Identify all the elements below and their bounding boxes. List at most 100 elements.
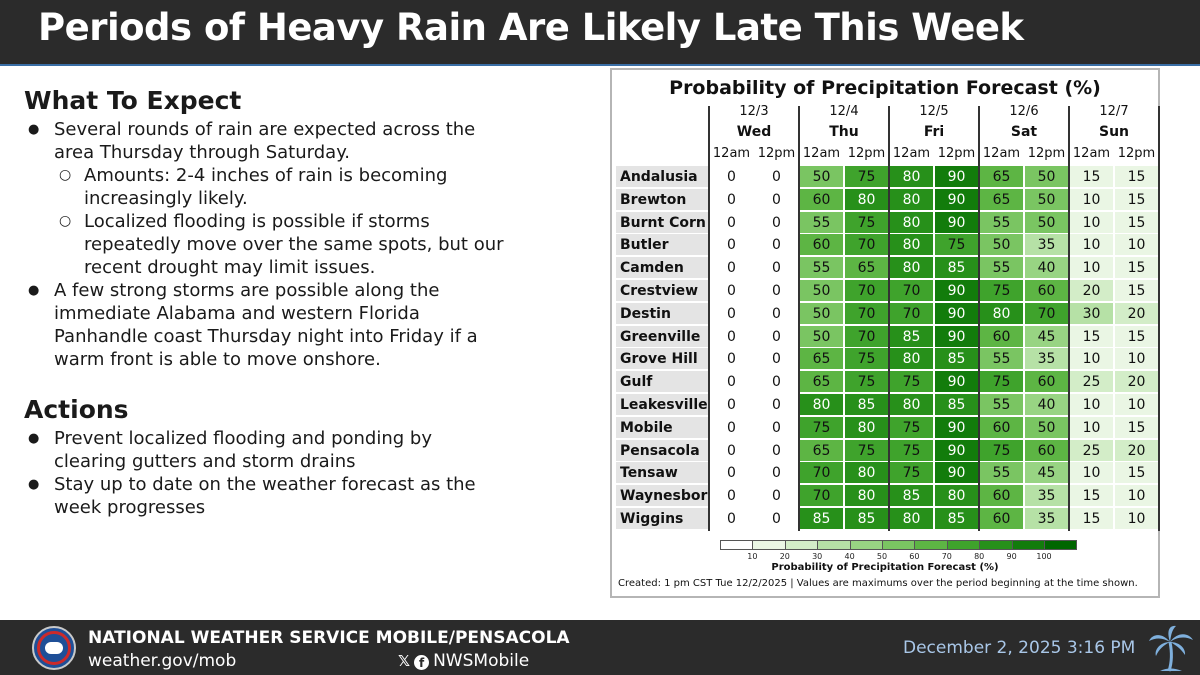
pop-cell: 10 (1070, 416, 1113, 438)
legend-tick-label: 10 (747, 552, 758, 561)
time-label-0-1: 12pm (757, 146, 796, 161)
pop-cell: 55 (980, 462, 1023, 484)
day-date-1: 12/4 (829, 104, 859, 119)
day-name-1: Thu (829, 124, 859, 140)
pop-cell: 0 (710, 439, 753, 461)
pop-cell: 85 (845, 394, 888, 415)
pop-cell: 65 (800, 371, 843, 393)
expect-list: Several rounds of rain are expected acro… (24, 118, 504, 371)
pop-cell: 10 (1115, 234, 1158, 256)
pop-cell: 15 (1115, 416, 1158, 438)
pop-cell: 60 (1025, 439, 1068, 461)
location-label: Gulf Shores (616, 371, 708, 412)
pop-cell: 80 (890, 348, 933, 370)
pop-cell: 85 (845, 508, 888, 529)
pop-cell: 80 (890, 211, 933, 233)
day-separator (1158, 106, 1160, 531)
legend-color-bar: 10 20 30 40 50 60 70 80 90 100 (612, 540, 1158, 562)
pop-cell: 80 (935, 485, 978, 507)
pop-cell: 90 (935, 439, 978, 461)
pop-cell: 0 (755, 462, 798, 484)
website-link[interactable]: weather.gov/mob (88, 651, 237, 671)
expect-sublist: Amounts: 2-4 inches of rain is becoming … (54, 164, 504, 279)
pop-cell: 85 (935, 257, 978, 279)
pop-cell: 25 (1070, 439, 1113, 461)
pop-cell: 85 (935, 394, 978, 415)
pop-cell: 70 (845, 280, 888, 301)
x-icon: 𝕏 (398, 652, 411, 670)
day-separator (708, 106, 710, 531)
pop-cell: 75 (935, 234, 978, 256)
pop-cell: 75 (890, 371, 933, 393)
pop-cell: 0 (755, 508, 798, 529)
pop-cell: 0 (755, 257, 798, 279)
pop-cell: 10 (1070, 394, 1113, 415)
pop-cell: 0 (710, 257, 753, 279)
header-bar: Periods of Heavy Rain Are Likely Late Th… (0, 0, 1200, 66)
location-label: Mobile (616, 416, 708, 438)
pop-cell: 65 (800, 439, 843, 461)
pop-cell: 70 (845, 302, 888, 324)
day-date-2: 12/5 (919, 104, 949, 119)
day-date-0: 12/3 (739, 104, 769, 119)
pop-cell: 90 (935, 211, 978, 233)
time-label-0-0: 12am (712, 146, 751, 161)
pop-cell: 20 (1070, 280, 1113, 301)
logo-ring (37, 631, 71, 665)
pop-cell: 0 (755, 394, 798, 415)
pop-cell: 0 (755, 211, 798, 233)
logo-cloud (45, 642, 63, 654)
pop-cell: 60 (980, 485, 1023, 507)
pop-cell: 80 (845, 416, 888, 438)
pop-cell: 80 (845, 462, 888, 484)
day-separator (888, 106, 890, 531)
pop-cell: 50 (980, 234, 1023, 256)
day-date-3: 12/6 (1009, 104, 1039, 119)
pop-cell: 75 (845, 348, 888, 370)
pop-cell: 0 (710, 211, 753, 233)
pop-cell: 20 (1115, 371, 1158, 393)
pop-cell: 70 (800, 485, 843, 507)
legend-tick-label: 60 (909, 552, 920, 561)
pop-cell: 85 (800, 508, 843, 529)
expect-bullet-2: A few strong storms are possible along t… (24, 279, 504, 371)
pop-cell: 0 (710, 280, 753, 301)
pop-cell: 80 (980, 302, 1023, 324)
pop-cell: 50 (1025, 416, 1068, 438)
pop-cell: 45 (1025, 462, 1068, 484)
pop-cell: 10 (1115, 508, 1158, 529)
pop-cell: 0 (710, 462, 753, 484)
pop-cell: 85 (890, 485, 933, 507)
location-label: Butler (616, 234, 708, 256)
social-handle-text: NWSMobile (433, 651, 530, 671)
pop-cell: 15 (1115, 257, 1158, 279)
pop-cell: 75 (845, 166, 888, 187)
pop-cell: 60 (980, 325, 1023, 347)
location-label: Camden (616, 257, 708, 279)
pop-cell: 50 (800, 302, 843, 324)
pop-cell: 0 (755, 234, 798, 256)
pop-cell: 15 (1115, 166, 1158, 187)
pop-cell: 80 (890, 257, 933, 279)
pop-cell: 0 (710, 325, 753, 347)
palm-tree-icon (1149, 625, 1193, 672)
pop-cell: 75 (890, 416, 933, 438)
what-to-expect-heading: What To Expect (24, 86, 242, 115)
location-label: Crestview (616, 280, 708, 301)
legend-swatch (914, 540, 948, 550)
pop-cell: 50 (1025, 188, 1068, 210)
pop-cell: 70 (890, 302, 933, 324)
pop-cell: 85 (935, 508, 978, 529)
location-label: Leakesville (616, 394, 708, 415)
pop-cell: 75 (800, 416, 843, 438)
pop-cell: 55 (980, 394, 1023, 415)
facebook-icon: f (414, 655, 430, 670)
pop-cell: 80 (845, 485, 888, 507)
pop-cell: 15 (1070, 508, 1113, 529)
location-label: Brewton (616, 188, 708, 210)
pop-cell: 30 (1070, 302, 1113, 324)
pop-cell: 75 (980, 439, 1023, 461)
pop-cell: 60 (980, 416, 1023, 438)
pop-cell: 10 (1070, 211, 1113, 233)
